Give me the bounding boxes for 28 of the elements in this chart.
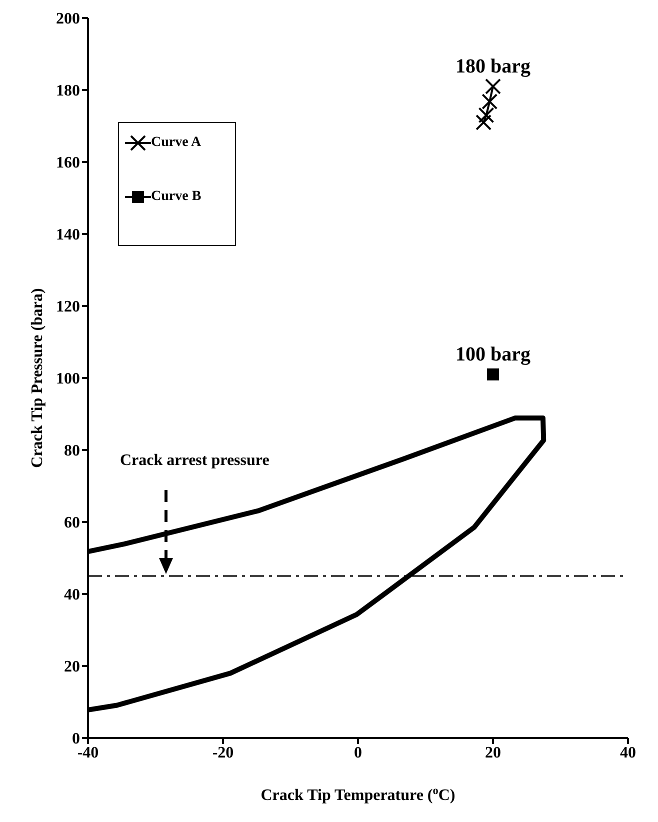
- point: [485, 78, 501, 94]
- y-tick-label: 180: [56, 82, 80, 100]
- annotation: 100 barg: [456, 343, 530, 366]
- y-tick-label: 80: [64, 442, 80, 460]
- y-tick-label: 120: [56, 298, 80, 316]
- x-tick-label: -20: [212, 744, 234, 762]
- y-axis-title: Crack Tip Pressure (bara): [29, 288, 46, 468]
- annotation: Crack arrest pressure: [120, 452, 270, 470]
- y-tick-label: 40: [64, 586, 80, 604]
- point: [482, 94, 498, 110]
- annotation: 180 barg: [456, 55, 530, 78]
- x-axis-title: Crack Tip Temperature ($^{o}$C): [260, 785, 456, 804]
- y-tick-label: 140: [56, 226, 80, 244]
- legend-label: Curve A: [151, 135, 202, 151]
- y-tick-label: 60: [64, 514, 80, 532]
- point: [478, 107, 494, 124]
- y-tick-label: 160: [56, 154, 80, 172]
- x-tick-label: 0: [354, 744, 362, 762]
- y-tick-label: 20: [64, 658, 80, 676]
- x-tick-label: 40: [620, 744, 636, 762]
- point: [487, 368, 499, 380]
- y-tick-label: 200: [56, 10, 80, 28]
- y-tick-label: 100: [56, 370, 80, 388]
- legend-label: Curve B: [151, 189, 202, 205]
- y-tick-label: 0: [72, 730, 80, 748]
- x-tick-label: 20: [485, 744, 501, 762]
- point: [476, 114, 492, 130]
- x-tick-label: -40: [77, 744, 99, 762]
